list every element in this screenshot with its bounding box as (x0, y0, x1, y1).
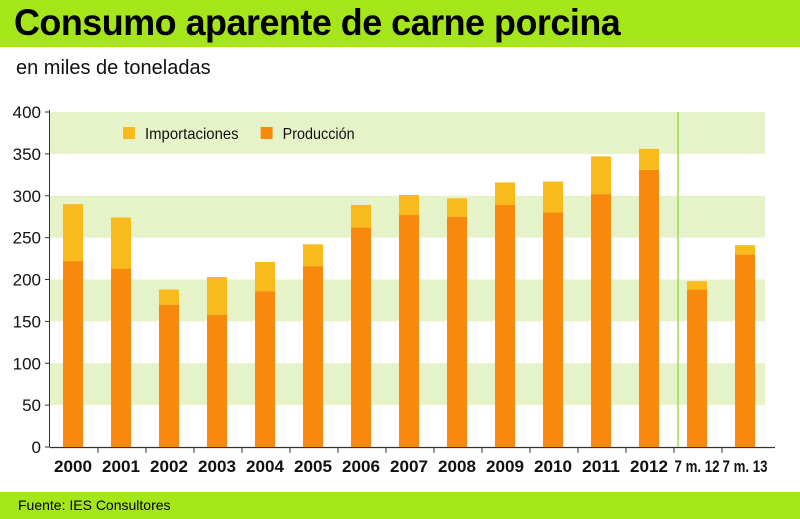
x-tick-label: 2007 (390, 457, 428, 476)
y-axis: 0 50 100 150 200 250 300 350 400 (13, 103, 50, 457)
legend-label: Importaciones (145, 126, 239, 143)
bar-produccion (735, 254, 755, 447)
bar-importaciones (543, 181, 563, 213)
x-tick-label: 2009 (486, 457, 524, 476)
bar-importaciones (591, 156, 611, 195)
bar-importaciones (399, 194, 419, 216)
bar-produccion (207, 314, 227, 447)
legend-swatch (123, 127, 135, 139)
bar-importaciones (63, 204, 83, 262)
footer-banner: Fuente: IES Consultores (0, 492, 800, 519)
x-tick-label: 2004 (246, 457, 285, 476)
bar-importaciones (111, 217, 131, 269)
bar-produccion (399, 215, 419, 447)
x-tick-label: 2010 (534, 457, 572, 476)
chart-subtitle: en miles de toneladas (16, 57, 211, 79)
bar-produccion (495, 204, 515, 447)
bar-produccion (639, 169, 659, 447)
y-tick-label: 100 (13, 354, 41, 373)
x-tick-label: 2002 (150, 457, 188, 476)
bar-importaciones (687, 281, 707, 290)
x-tick-label: 2011 (582, 457, 620, 476)
bar-importaciones (159, 289, 179, 305)
bar-produccion (111, 268, 131, 447)
legend-swatch (260, 127, 273, 139)
y-tick-label: 350 (13, 145, 41, 164)
y-tick-label: 250 (13, 229, 41, 248)
y-tick-label: 0 (32, 438, 41, 457)
x-tick-label: 7 m. 12 (675, 457, 720, 476)
grid-band (50, 112, 765, 154)
y-tick-label: 150 (13, 312, 41, 331)
y-tick-label: 300 (13, 187, 41, 206)
bar-produccion (351, 227, 371, 447)
x-tick-label: 2012 (630, 457, 668, 476)
bar-importaciones (351, 204, 371, 228)
bar-produccion (255, 291, 275, 447)
y-tick-label: 200 (13, 271, 41, 290)
bar-produccion (543, 212, 563, 447)
legend-label: Producción (283, 126, 355, 143)
bar-importaciones (207, 276, 227, 315)
x-tick-label: 2000 (54, 457, 92, 476)
bar-produccion (447, 216, 467, 447)
x-tick-label: 7 m. 13 (723, 457, 768, 476)
x-tick-label: 2005 (294, 457, 332, 476)
bar-produccion (63, 261, 83, 447)
x-tick-label: 2008 (438, 457, 476, 476)
bar-produccion (303, 266, 323, 447)
x-tick-label: 2001 (102, 457, 140, 476)
x-tick-label: 2006 (342, 457, 380, 476)
y-tick-label: 400 (13, 103, 41, 122)
bar-importaciones (447, 198, 467, 217)
y-tick-label: 50 (22, 396, 41, 415)
title-banner: Consumo aparente de carne porcina (0, 0, 800, 47)
bar-importaciones (639, 148, 659, 170)
page-title: Consumo aparente de carne porcina (14, 2, 621, 43)
bar-importaciones (495, 182, 515, 205)
legend: Importaciones Producción (123, 126, 355, 143)
x-axis: 2000 2001 2002 2003 2004 2005 2006 2007 2008 2009… (50, 112, 775, 476)
bar-produccion (591, 194, 611, 447)
bars (63, 148, 755, 447)
x-tick-label: 2003 (198, 457, 236, 476)
bar-produccion (687, 289, 707, 447)
bar-importaciones (255, 261, 275, 292)
source-note: Fuente: IES Consultores (18, 497, 171, 513)
bar-importaciones (303, 244, 323, 267)
bar-importaciones (735, 245, 755, 255)
bar-produccion (159, 304, 179, 447)
